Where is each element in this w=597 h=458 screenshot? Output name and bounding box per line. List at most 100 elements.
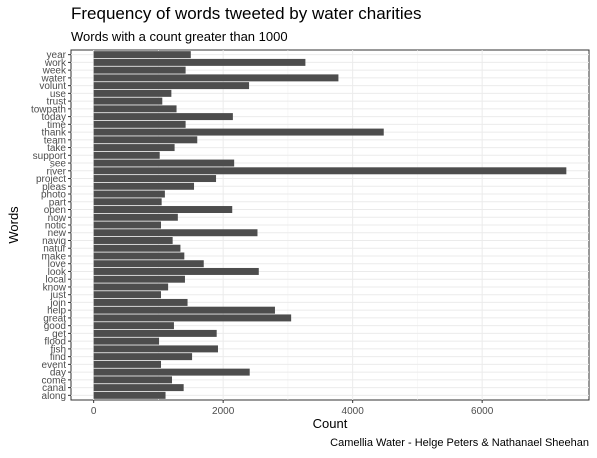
bar-local [93, 275, 185, 283]
bar-notic [93, 221, 162, 229]
x-tick-label: 4000 [342, 406, 365, 417]
chart-subtitle: Words with a count greater than 1000 [71, 29, 288, 44]
bar-take [93, 144, 175, 152]
bar-volunt [93, 82, 250, 90]
bar-day [93, 368, 250, 376]
bar-know [93, 283, 169, 291]
y-tick-label-work: work [44, 58, 67, 69]
bar-support [93, 151, 160, 159]
bar-come [93, 376, 173, 384]
y-tick-label-volunt: volunt [39, 81, 66, 92]
y-tick-label-join: join [49, 298, 66, 309]
bar-make [93, 252, 185, 260]
y-tick-label-year: year [47, 50, 67, 61]
y-tick-label-notic: notic [45, 221, 66, 232]
bar-see [93, 159, 235, 167]
bar-help [93, 306, 275, 314]
bar-part [93, 198, 162, 206]
y-tick-label-know: know [43, 282, 67, 293]
y-tick-label-get: get [52, 329, 66, 340]
bar-navig [93, 237, 173, 244]
bar-team [93, 136, 198, 144]
bar-photo [93, 190, 165, 198]
bar-river [93, 167, 567, 175]
bar-get [93, 329, 217, 337]
y-tick-label-take: take [47, 143, 66, 154]
y-tick-label-see: see [50, 159, 67, 170]
bar-canal [93, 384, 184, 392]
bar-good [93, 322, 174, 330]
y-tick-label-time: time [47, 120, 66, 131]
bar-join [93, 298, 188, 306]
y-tick-label-local: local [45, 275, 66, 286]
bar-event [93, 360, 162, 368]
y-tick-label-pleas: pleas [42, 182, 66, 193]
bar-today [93, 113, 233, 121]
y-tick-label-natur: natur [43, 244, 66, 255]
y-tick-label-canal: canal [42, 383, 66, 394]
y-tick-label-make: make [42, 251, 67, 262]
bar-work [93, 58, 306, 66]
y-tick-label-trust: trust [47, 97, 67, 108]
bar-trust [93, 97, 163, 105]
bar-project [93, 175, 217, 183]
y-tick-label-support: support [33, 151, 67, 162]
y-axis-tick-labels: yearworkweekwatervoluntusetrusttowpathto… [31, 50, 71, 402]
y-tick-label-event: event [42, 360, 67, 371]
y-tick-label-thank: thank [42, 128, 67, 139]
bars [93, 51, 567, 399]
y-tick-label-now: now [48, 213, 67, 224]
y-tick-label-today: today [42, 112, 66, 123]
bar-towpath [93, 105, 177, 113]
y-tick-label-fish: fish [50, 344, 66, 355]
bar-use [93, 89, 172, 97]
bar-pleas [93, 182, 195, 190]
bar-look [93, 267, 259, 275]
y-tick-label-look: look [48, 267, 67, 278]
y-tick-label-help: help [47, 306, 66, 317]
y-tick-label-come: come [42, 375, 67, 386]
bar-love [93, 260, 204, 268]
y-tick-label-along: along [42, 391, 66, 402]
y-tick-label-week: week [42, 66, 67, 77]
y-tick-label-project: project [36, 174, 66, 185]
bar-great [93, 314, 292, 322]
y-tick-label-team: team [44, 135, 66, 146]
y-tick-label-navig: navig [42, 236, 66, 247]
x-axis-tick-labels: 0 2000 4000 6000 [91, 400, 494, 417]
x-tick-label: 2000 [212, 406, 235, 417]
bar-natur [93, 244, 181, 252]
bar-open [93, 206, 233, 213]
bar-fish [93, 345, 218, 353]
bar-new [93, 229, 258, 237]
y-tick-label-flood: flood [44, 337, 66, 348]
y-tick-label-great: great [43, 313, 66, 324]
y-tick-label-love: love [48, 259, 67, 270]
bar-just [93, 291, 162, 299]
y-axis-title: Words [6, 206, 21, 244]
bar-flood [93, 337, 160, 345]
y-tick-label-use: use [50, 89, 67, 100]
bar-time [93, 120, 186, 128]
chart-caption: Camellia Water - Helge Peters & Nathanae… [330, 437, 589, 449]
x-tick-label: 0 [91, 406, 97, 417]
y-tick-label-day: day [50, 368, 66, 379]
y-tick-label-towpath: towpath [31, 104, 66, 115]
y-tick-label-just: just [49, 290, 66, 301]
x-axis-title: Count [313, 416, 348, 431]
bar-along [93, 391, 166, 399]
chart-title: Frequency of words tweeted by water char… [71, 4, 422, 23]
bar-year [93, 51, 191, 59]
y-tick-label-water: water [41, 73, 67, 84]
bar-now [93, 213, 178, 221]
bar-find [93, 353, 193, 361]
bar-thank [93, 128, 384, 136]
y-tick-label-open: open [44, 205, 66, 216]
bar-water [93, 74, 339, 82]
y-tick-label-new: new [48, 228, 67, 239]
bar-week [93, 66, 186, 74]
y-tick-label-part: part [49, 197, 66, 208]
y-tick-label-good: good [44, 321, 66, 332]
y-tick-label-river: river [47, 166, 67, 177]
